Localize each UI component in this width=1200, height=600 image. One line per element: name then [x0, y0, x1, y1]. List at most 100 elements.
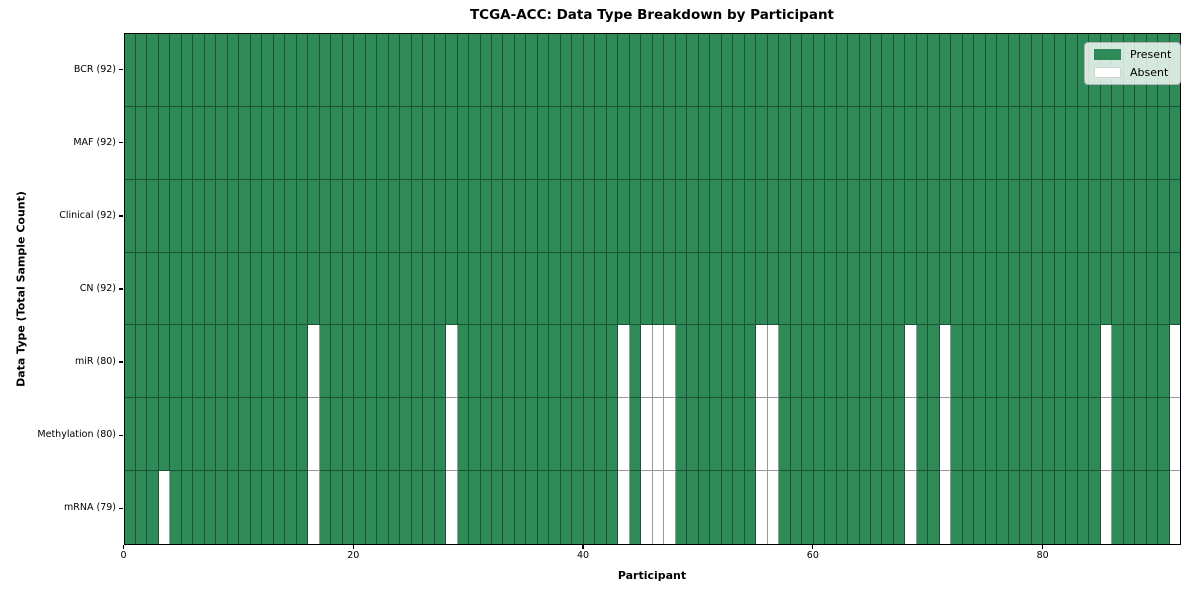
heatmap-cell-present: [710, 252, 722, 326]
heatmap-cell-present: [239, 325, 251, 399]
heatmap-cell-present: [457, 34, 470, 107]
heatmap-cell-present: [779, 325, 791, 399]
heatmap-cell-present: [227, 398, 240, 472]
heatmap-cell-present: [870, 325, 883, 399]
heatmap-cell-present: [262, 34, 274, 107]
heatmap-cell-present: [250, 106, 263, 180]
heatmap-cell-present: [997, 106, 1009, 180]
heatmap-cell-present: [216, 471, 228, 545]
heatmap-cell-present: [1077, 106, 1090, 180]
heatmap-cell-present: [859, 252, 871, 326]
legend-item-present: Present: [1094, 49, 1171, 60]
heatmap-cell-present: [1135, 106, 1147, 180]
heatmap-cell-present: [836, 471, 849, 545]
heatmap-cell-present: [354, 179, 366, 253]
y-tick-label: mRNA (79): [64, 502, 116, 514]
heatmap-cell-absent: [1100, 398, 1113, 472]
heatmap-cell-present: [893, 179, 906, 253]
heatmap-cell-present: [503, 34, 515, 107]
heatmap-cell-present: [813, 325, 826, 399]
heatmap-cell-present: [1089, 471, 1101, 545]
heatmap-cell-present: [1020, 325, 1032, 399]
heatmap-cell-present: [377, 179, 389, 253]
heatmap-row-methylation: [124, 398, 1181, 472]
heatmap-cell-present: [492, 325, 504, 399]
heatmap-cell-present: [595, 179, 607, 253]
heatmap-cell-present: [733, 398, 745, 472]
heatmap-cell-present: [514, 34, 527, 107]
heatmap-cell-present: [733, 106, 745, 180]
heatmap-cell-present: [595, 325, 607, 399]
heatmap-cell-present: [744, 34, 757, 107]
heatmap-cell-present: [928, 471, 940, 545]
y-tick-label: MAF (92): [73, 136, 116, 148]
heatmap-cell-present: [790, 34, 803, 107]
legend-label-absent: Absent: [1130, 66, 1169, 79]
heatmap-cell-present: [1066, 252, 1078, 326]
heatmap-cell-present: [733, 34, 745, 107]
heatmap-cell-present: [882, 252, 894, 326]
heatmap-cell-present: [1066, 325, 1078, 399]
heatmap-cell-present: [135, 471, 148, 545]
heatmap-cell-present: [273, 179, 286, 253]
heatmap-cell-present: [951, 325, 963, 399]
heatmap-cell-present: [423, 471, 435, 545]
heatmap-cell-present: [1158, 106, 1170, 180]
heatmap-cell-present: [365, 252, 378, 326]
heatmap-cell-present: [1054, 106, 1067, 180]
heatmap-cell-present: [446, 34, 458, 107]
heatmap-cell-present: [1123, 325, 1136, 399]
heatmap-cell-present: [457, 252, 470, 326]
heatmap-cell-present: [503, 252, 515, 326]
heatmap-cell-present: [790, 471, 803, 545]
heatmap-cell-present: [193, 471, 205, 545]
heatmap-cell-present: [1077, 471, 1090, 545]
heatmap-cell-present: [687, 325, 699, 399]
heatmap-cell-present: [652, 106, 665, 180]
heatmap-cell-absent: [641, 325, 653, 399]
heatmap-cell-present: [848, 471, 860, 545]
heatmap-cell-present: [733, 179, 745, 253]
heatmap-cell-present: [377, 34, 389, 107]
heatmap-cell-present: [1031, 325, 1044, 399]
heatmap-cell-present: [319, 106, 332, 180]
heatmap-cell-present: [698, 34, 711, 107]
heatmap-cell-present: [526, 398, 538, 472]
heatmap-cell-present: [951, 398, 963, 472]
heatmap-cell-present: [526, 471, 538, 545]
heatmap-row-mir: [124, 325, 1181, 399]
heatmap-cell-present: [1135, 325, 1147, 399]
heatmap-cell-present: [1054, 34, 1067, 107]
heatmap-cell-present: [1112, 252, 1124, 326]
heatmap-cell-present: [411, 471, 424, 545]
heatmap-cell-present: [698, 252, 711, 326]
heatmap-cell-present: [204, 398, 217, 472]
heatmap-cell-present: [514, 106, 527, 180]
heatmap-cell-present: [951, 252, 963, 326]
heatmap-cell-present: [572, 106, 584, 180]
heatmap-cell-absent: [308, 325, 320, 399]
heatmap-cell-present: [1089, 179, 1101, 253]
heatmap-cell-present: [1008, 471, 1021, 545]
heatmap-cell-present: [893, 106, 906, 180]
heatmap-cell-present: [549, 106, 561, 180]
heatmap-cell-present: [675, 325, 688, 399]
heatmap-cell-absent: [767, 325, 780, 399]
heatmap-cell-present: [480, 34, 492, 107]
heatmap-cell-present: [629, 179, 642, 253]
heatmap-cell-present: [469, 34, 481, 107]
heatmap-cell-present: [296, 471, 309, 545]
heatmap-cell-present: [1123, 398, 1136, 472]
heatmap-cell-present: [939, 179, 952, 253]
heatmap-cell-present: [767, 252, 780, 326]
heatmap-cell-present: [469, 471, 481, 545]
heatmap-cell-present: [560, 34, 573, 107]
heatmap-cell-present: [905, 106, 917, 180]
heatmap-cell-present: [124, 179, 136, 253]
heatmap-cell-present: [480, 398, 492, 472]
heatmap-cell-present: [848, 252, 860, 326]
heatmap-cell-present: [1135, 471, 1147, 545]
heatmap-cell-present: [434, 34, 447, 107]
heatmap-cell-present: [813, 398, 826, 472]
heatmap-cell-present: [239, 34, 251, 107]
